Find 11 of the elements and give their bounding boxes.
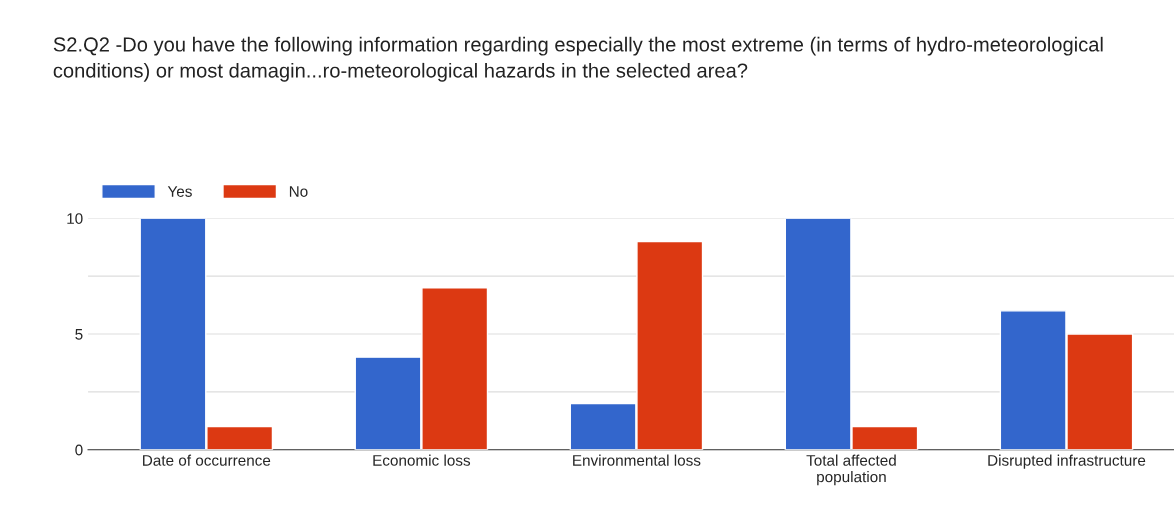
x-tick-label: Economic loss [373, 454, 471, 466]
x-tick-label: Date of occurrence [143, 454, 271, 466]
y-tick-label: 10 [67, 213, 83, 224]
x-tick-label: Disrupted infrastructure [988, 454, 1146, 469]
legend-label: Yes [167, 186, 192, 197]
chart-title: S2.Q2 -Do you have the following information regarding especially the most extreme (in terms of hydro-meteorological conditions) or most damagin...ro-meteorological hazards in the selected area? [53, 36, 1103, 82]
x-tick-label: Total affected population [806, 454, 896, 486]
y-tick-label: 5 [75, 329, 83, 340]
y-tick-label: 0 [75, 444, 83, 456]
legend-label: No [289, 186, 308, 197]
x-tick-label: Environmental loss [573, 454, 701, 466]
